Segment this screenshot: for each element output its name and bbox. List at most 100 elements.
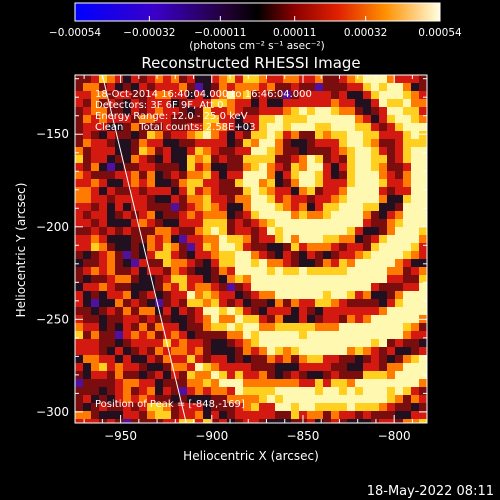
- heatmap-cell: [195, 147, 203, 155]
- peak-position-label: Position of Peak = [-848,-169]: [95, 399, 245, 410]
- heatmap-cell: [387, 179, 395, 187]
- heatmap-cell: [219, 403, 227, 411]
- heatmap-cell: [371, 363, 379, 371]
- heatmap-cell: [267, 227, 275, 235]
- heatmap-cell: [171, 275, 179, 283]
- heatmap-cell: [419, 179, 427, 187]
- heatmap-cell: [307, 395, 315, 403]
- heatmap-cell: [227, 171, 235, 179]
- heatmap-cell: [219, 315, 227, 323]
- heatmap-cell: [131, 171, 139, 179]
- heatmap-cell: [115, 307, 123, 315]
- heatmap-cell: [179, 227, 187, 235]
- heatmap-cell: [115, 211, 123, 219]
- heatmap-cell: [115, 219, 123, 227]
- heatmap-cell: [179, 395, 187, 403]
- heatmap-cell: [155, 259, 163, 267]
- heatmap-cell: [195, 203, 203, 211]
- heatmap-cell: [339, 195, 347, 203]
- heatmap-cell: [187, 99, 195, 107]
- heatmap-cell: [323, 115, 331, 123]
- heatmap-cell: [403, 99, 411, 107]
- heatmap-cell: [243, 395, 251, 403]
- heatmap-cell: [179, 83, 187, 91]
- heatmap-cell: [187, 331, 195, 339]
- heatmap-cell: [411, 259, 419, 267]
- heatmap-cell: [123, 267, 131, 275]
- heatmap-cell: [283, 291, 291, 299]
- heatmap-cell: [147, 147, 155, 155]
- heatmap-cell: [131, 299, 139, 307]
- heatmap-cell: [91, 275, 99, 283]
- heatmap-cell: [83, 339, 91, 347]
- heatmap-cell: [147, 267, 155, 275]
- heatmap-cell: [347, 163, 355, 171]
- heatmap-cell: [251, 107, 259, 115]
- heatmap-cell: [139, 379, 147, 387]
- heatmap-cell: [307, 235, 315, 243]
- heatmap-cell: [339, 267, 347, 275]
- heatmap-cell: [243, 267, 251, 275]
- heatmap-cell: [387, 139, 395, 147]
- y-axis-label: Heliocentric Y (arcsec): [14, 183, 28, 318]
- heatmap-cell: [323, 219, 331, 227]
- heatmap-cell: [171, 315, 179, 323]
- heatmap-cell: [99, 347, 107, 355]
- heatmap-cell: [107, 363, 115, 371]
- heatmap-cell: [179, 171, 187, 179]
- heatmap-cell: [115, 99, 123, 107]
- heatmap-cell: [371, 331, 379, 339]
- heatmap-cell: [147, 115, 155, 123]
- heatmap-cell: [331, 115, 339, 123]
- heatmap-cell: [227, 371, 235, 379]
- heatmap-cell: [251, 83, 259, 91]
- heatmap-cell: [115, 331, 123, 339]
- heatmap-cell: [307, 107, 315, 115]
- heatmap-cell: [363, 251, 371, 259]
- heatmap-cell: [179, 339, 187, 347]
- heatmap-cell: [123, 99, 131, 107]
- heatmap-cell: [131, 315, 139, 323]
- heatmap-cell: [395, 203, 403, 211]
- heatmap-cell: [171, 339, 179, 347]
- heatmap-cell: [291, 219, 299, 227]
- heatmap-cell: [195, 315, 203, 323]
- heatmap-cell: [163, 331, 171, 339]
- heatmap-cell: [259, 339, 267, 347]
- heatmap-cell: [339, 411, 347, 419]
- heatmap-cell: [291, 307, 299, 315]
- heatmap-cell: [259, 227, 267, 235]
- heatmap-cell: [187, 211, 195, 219]
- heatmap-cell: [115, 275, 123, 283]
- heatmap-cell: [299, 283, 307, 291]
- heatmap-cell: [267, 155, 275, 163]
- heatmap-cell: [379, 115, 387, 123]
- heatmap-cell: [131, 411, 139, 419]
- heatmap-cell: [155, 267, 163, 275]
- heatmap-cell: [187, 195, 195, 203]
- heatmap-cell: [411, 283, 419, 291]
- heatmap-cell: [219, 339, 227, 347]
- heatmap-cell: [259, 115, 267, 123]
- heatmap-cell: [83, 155, 91, 163]
- heatmap-cell: [187, 323, 195, 331]
- heatmap-cell: [283, 115, 291, 123]
- heatmap-cell: [203, 219, 211, 227]
- heatmap-cell: [243, 211, 251, 219]
- heatmap-cell: [259, 147, 267, 155]
- heatmap-cell: [339, 307, 347, 315]
- heatmap-cell: [347, 379, 355, 387]
- heatmap-cell: [99, 195, 107, 203]
- heatmap-cell: [227, 379, 235, 387]
- heatmap-cell: [307, 323, 315, 331]
- heatmap-cell: [179, 139, 187, 147]
- heatmap-cell: [139, 315, 147, 323]
- heatmap-cell: [307, 419, 315, 423]
- heatmap-cell: [323, 83, 331, 91]
- heatmap-cell: [339, 211, 347, 219]
- heatmap-cell: [83, 315, 91, 323]
- heatmap-cell: [227, 363, 235, 371]
- heatmap-cell: [163, 211, 171, 219]
- heatmap-cell: [115, 411, 123, 419]
- heatmap-cell: [227, 211, 235, 219]
